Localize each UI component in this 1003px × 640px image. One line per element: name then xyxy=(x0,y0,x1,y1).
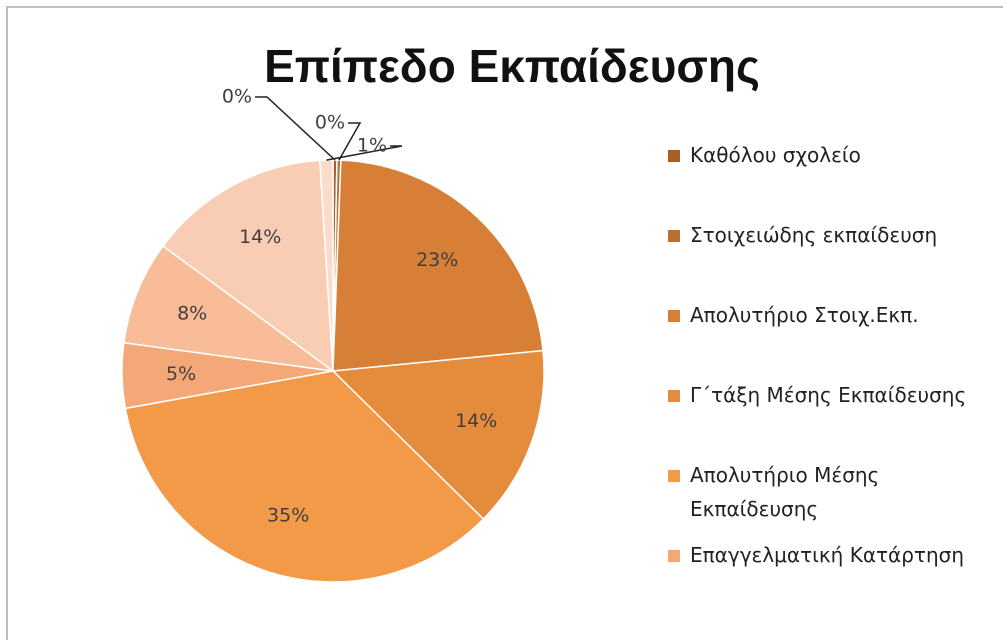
chart-title: Επίπεδο Εκπαίδευσης xyxy=(264,40,760,92)
legend-item: Απολυτήριο Στοιχ.Εκπ. xyxy=(668,298,998,378)
legend-label: Απολυτήριο Στοιχ.Εκπ. xyxy=(690,303,919,327)
legend: Καθόλου σχολείο Στοιχειώδης εκπαίδευση Απο… xyxy=(668,138,998,618)
data-label: 5% xyxy=(166,363,196,385)
legend-item: Απολυτήριο Μέσης Εκπαίδευσης xyxy=(668,458,998,538)
legend-item: Καθόλου σχολείο xyxy=(668,138,998,218)
legend-label: Καθόλου σχολείο xyxy=(690,143,861,167)
legend-swatch xyxy=(668,470,680,482)
data-label: 1% xyxy=(357,135,387,157)
pie-slice xyxy=(123,244,334,372)
legend-swatch xyxy=(668,150,680,162)
chart-frame xyxy=(6,6,1003,640)
pie-slice xyxy=(331,349,545,521)
legend-label: Στοιχειώδης εκπαίδευση xyxy=(690,223,938,247)
legend-label: Επαγγελματική Κατάρτηση xyxy=(690,543,965,567)
data-label: 35% xyxy=(267,505,309,527)
data-label: 14% xyxy=(455,410,497,432)
data-label: 8% xyxy=(177,303,207,325)
legend-item: Επαγγελματική Κατάρτηση xyxy=(668,538,998,618)
legend-swatch xyxy=(668,390,680,402)
pie-slice xyxy=(332,159,544,372)
data-label: 14% xyxy=(239,226,281,248)
legend-swatch xyxy=(668,230,680,242)
legend-item: Γ΄τάξη Μέσης Εκπαίδευσης xyxy=(668,378,998,458)
leader-line xyxy=(326,145,403,161)
leader-line xyxy=(338,122,362,161)
data-label: 0% xyxy=(222,86,252,108)
pie-slice xyxy=(124,370,485,583)
data-label: 23% xyxy=(416,249,458,271)
leader-line xyxy=(255,96,336,161)
legend-item: Στοιχειώδης εκπαίδευση xyxy=(668,218,998,298)
pie-slice xyxy=(161,159,334,373)
legend-label: Απολυτήριο Μέσης Εκπαίδευσης xyxy=(690,463,880,521)
data-label: 0% xyxy=(315,112,345,134)
legend-label: Γ΄τάξη Μέσης Εκπαίδευσης xyxy=(690,383,967,407)
legend-swatch xyxy=(668,310,680,322)
legend-swatch xyxy=(668,550,680,562)
